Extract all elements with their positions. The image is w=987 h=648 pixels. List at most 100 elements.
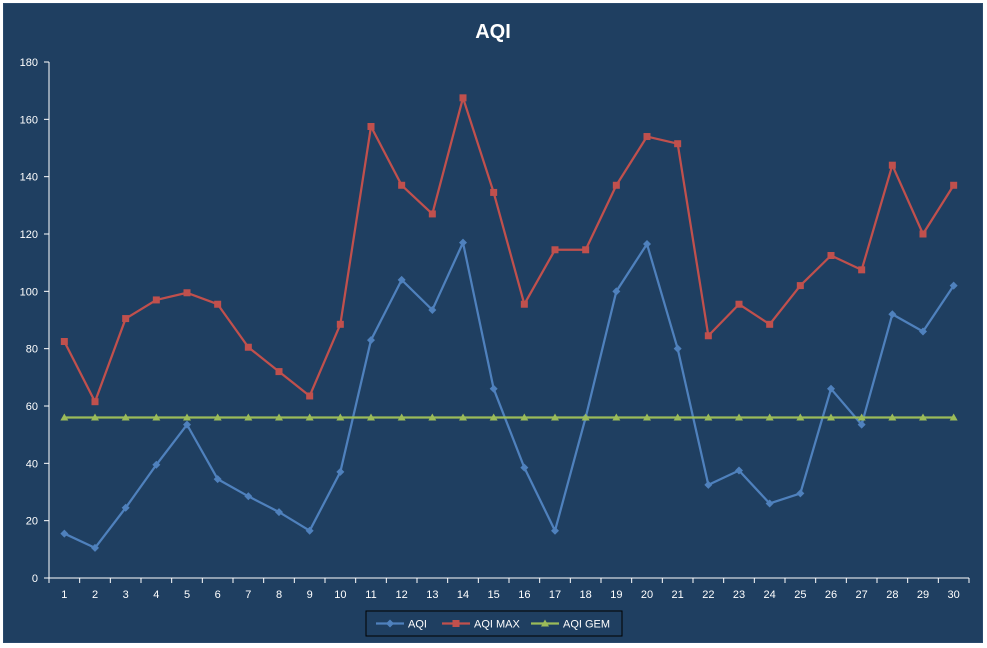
x-tick-label: 2 <box>92 589 98 601</box>
aqi-max-point <box>152 296 160 304</box>
x-tick-label: 4 <box>153 589 159 601</box>
y-tick-label: 0 <box>32 573 38 585</box>
y-tick-label: 40 <box>26 458 38 470</box>
aqi-point <box>827 384 835 393</box>
x-tick-label: 10 <box>334 589 346 601</box>
aqi-point <box>765 499 774 508</box>
aqi-gem-point <box>336 413 345 421</box>
legend-swatch-marker <box>386 619 394 628</box>
y-tick-label: 180 <box>20 57 38 69</box>
legend-label: AQI GEM <box>563 619 610 631</box>
aqi-gem-point <box>275 413 283 421</box>
aqi-max-point <box>183 289 191 297</box>
aqi-gem-point <box>673 413 682 421</box>
aqi-max-point <box>367 123 375 130</box>
aqi-gem-point <box>121 413 130 421</box>
aqi-gem-point <box>244 413 253 421</box>
aqi-max-point <box>643 133 651 141</box>
aqi-max-point <box>244 343 252 351</box>
aqi-gem-point <box>643 413 651 421</box>
x-tick-label: 27 <box>856 589 868 601</box>
aqi-gem-series <box>60 413 958 421</box>
aqi-max-point <box>459 94 467 102</box>
x-tick-label: 14 <box>457 589 469 601</box>
aqi-max-point <box>306 392 314 400</box>
x-tick-label: 1 <box>61 589 67 601</box>
aqi-max-series <box>60 94 958 406</box>
aqi-point <box>60 529 69 538</box>
x-tick-label: 16 <box>518 589 530 601</box>
x-tick-label: 8 <box>276 589 282 601</box>
x-tick-label: 9 <box>307 589 313 601</box>
x-tick-label: 30 <box>948 589 960 601</box>
legend-swatch-marker <box>452 620 460 627</box>
aqi-max-point <box>704 332 712 340</box>
x-tick-label: 22 <box>702 589 714 601</box>
x-tick-label: 7 <box>245 589 251 601</box>
aqi-max-point <box>214 300 222 308</box>
aqi-gem-point <box>183 413 191 421</box>
aqi-max-point <box>122 315 130 323</box>
x-tick-label: 18 <box>580 589 592 601</box>
aqi-max-point <box>858 266 866 274</box>
aqi-gem-point <box>704 413 713 421</box>
x-tick-label: 3 <box>123 589 129 601</box>
aqi-gem-point <box>735 413 743 421</box>
aqi-point <box>397 275 406 284</box>
aqi-gem-point <box>888 413 897 421</box>
x-tick-label: 26 <box>825 589 837 601</box>
aqi-point <box>612 287 621 296</box>
aqi-point <box>213 475 222 484</box>
aqi-max-point <box>60 338 68 345</box>
aqi-max-point <box>428 210 436 218</box>
x-tick-label: 21 <box>672 589 684 601</box>
aqi-max-point <box>827 252 835 259</box>
aqi-max-point <box>950 181 958 189</box>
aqi-point <box>704 480 713 489</box>
aqi-gem-point <box>489 413 498 421</box>
aqi-max-point <box>275 368 283 376</box>
aqi-point <box>275 508 283 517</box>
aqi-gem-point <box>765 413 774 421</box>
aqi-point <box>857 420 866 429</box>
aqi-gem-point <box>428 413 437 421</box>
x-tick-label: 13 <box>426 589 438 601</box>
aqi-gem-point <box>581 413 590 421</box>
y-tick-label: 20 <box>26 516 38 528</box>
legend-swatch-marker <box>541 619 549 627</box>
aqi-gem-point <box>152 413 161 421</box>
aqi-max-point <box>766 320 774 328</box>
chart-title: AQI <box>475 21 511 43</box>
x-tick-label: 5 <box>184 589 190 601</box>
aqi-point <box>428 305 437 314</box>
aqi-series-line <box>63 241 955 550</box>
aqi-gem-point <box>612 413 621 421</box>
aqi-gem-point <box>305 413 314 421</box>
aqi-point <box>459 238 467 247</box>
y-tick-label: 120 <box>20 229 38 241</box>
y-tick-label: 80 <box>26 344 38 356</box>
aqi-point <box>489 384 498 393</box>
x-tick-label: 15 <box>488 589 500 601</box>
aqi-max-point <box>520 300 528 308</box>
aqi-point <box>888 310 897 319</box>
aqi-point <box>551 526 559 535</box>
aqi-gem-point <box>796 413 805 421</box>
aqi-gem-point <box>827 413 835 421</box>
x-tick-label: 28 <box>886 589 898 601</box>
y-tick-label: 60 <box>26 401 38 413</box>
aqi-point <box>919 327 927 336</box>
aqi-point <box>121 503 130 512</box>
x-tick-label: 25 <box>794 589 806 601</box>
aqi-point <box>673 344 682 353</box>
aqi-gem-point <box>213 413 222 421</box>
aqi-max-point <box>919 230 927 238</box>
x-tick-label: 19 <box>610 589 622 601</box>
aqi-max-point <box>888 161 896 169</box>
aqi-point <box>367 336 375 345</box>
aqi-point <box>244 492 253 501</box>
x-tick-label: 6 <box>215 589 221 601</box>
x-tick-label: 11 <box>365 589 376 601</box>
aqi-gem-point <box>857 413 866 421</box>
chart-area <box>3 3 983 643</box>
